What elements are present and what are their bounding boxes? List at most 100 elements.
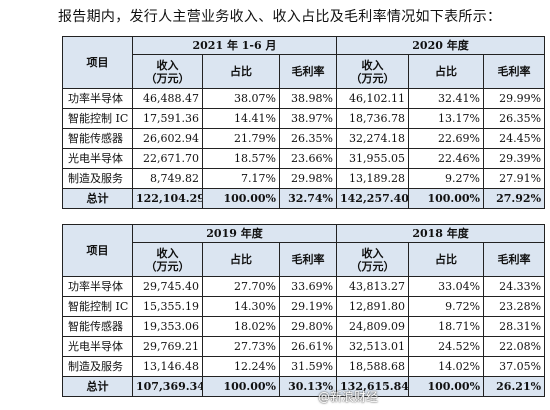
- margin-column-header: 毛利率: [278, 242, 338, 277]
- margin-cell: 37.05%: [483, 356, 546, 377]
- revenue-cell: 32,513.01: [336, 336, 410, 357]
- revenue-cell: 24,809.09: [336, 316, 410, 337]
- revenue-cell: 107,369.34: [132, 376, 203, 397]
- margin-cell: 30.13%: [278, 376, 338, 397]
- total-row: 总计 122,104.29 100.00% 32.74% 142,257.40 …: [62, 188, 546, 209]
- table-row: 智能控制 IC 17,591.36 14.41% 38.97% 18,736.7…: [62, 108, 546, 129]
- margin-cell: 26.21%: [483, 376, 546, 397]
- margin-cell: 31.59%: [278, 356, 338, 377]
- row-label: 光电半导体: [62, 336, 133, 357]
- margin-cell: 28.31%: [483, 316, 546, 337]
- table-row: 智能传感器 26,602.94 21.79% 26.35% 32,274.18 …: [62, 128, 546, 149]
- margin-cell: 22.08%: [483, 336, 546, 357]
- share-cell: 9.27%: [408, 168, 484, 189]
- revenue-cell: 46,102.11: [336, 88, 409, 109]
- share-cell: 7.17%: [202, 168, 280, 189]
- project-header: 项目: [62, 36, 133, 89]
- margin-cell: 29.98%: [279, 168, 337, 189]
- revenue-cell: 13,146.48: [132, 356, 203, 377]
- margin-column-header: 毛利率: [279, 54, 337, 89]
- revenue-cell: 22,671.70: [132, 148, 203, 169]
- table-row: 光电半导体 29,769.21 27.73% 26.61% 32,513.01 …: [62, 336, 546, 357]
- share-column-header: 占比: [408, 242, 485, 277]
- intro-paragraph: 报告期内，发行人主营业务收入、收入占比及毛利率情况如下表所示：: [58, 9, 502, 25]
- table-row: 功率半导体 46,488.47 38.07% 38.98% 46,102.11 …: [62, 88, 546, 109]
- share-cell: 14.02%: [408, 356, 485, 377]
- share-column-header: 占比: [408, 54, 484, 89]
- share-cell: 33.04%: [408, 276, 485, 297]
- margin-column-header: 毛利率: [482, 54, 546, 89]
- total-label: 总计: [62, 376, 133, 397]
- margin-cell: 38.98%: [279, 88, 337, 109]
- row-label: 光电半导体: [62, 148, 133, 169]
- revenue-cell: 15,355.19: [132, 296, 203, 317]
- margin-cell: 27.91%: [482, 168, 546, 189]
- revenue-cell: 31,955.05: [336, 148, 409, 169]
- revenue-cell: 46,488.47: [132, 88, 203, 109]
- margin-cell: 27.92%: [482, 188, 546, 209]
- project-header: 项目: [62, 224, 133, 277]
- share-cell: 18.02%: [202, 316, 280, 337]
- total-row: 总计 107,369.34 100.00% 30.13% 132,615.84 …: [62, 376, 546, 397]
- table-row: 光电半导体 22,671.70 18.57% 23.66% 31,955.05 …: [62, 148, 546, 169]
- table-row: 智能传感器 19,353.06 18.02% 29.80% 24,809.09 …: [62, 316, 546, 337]
- revenue-column-header: 收入 （万元）: [336, 54, 409, 89]
- share-cell: 12.24%: [202, 356, 280, 377]
- revenue-cell: 43,813.27: [336, 276, 410, 297]
- share-cell: 18.71%: [408, 316, 485, 337]
- margin-cell: 24.33%: [483, 276, 546, 297]
- margin-cell: 26.35%: [482, 108, 546, 129]
- table-row: 制造及服务 13,146.48 12.24% 31.59% 18,588.68 …: [62, 356, 546, 377]
- share-cell: 27.73%: [202, 336, 280, 357]
- margin-cell: 32.74%: [279, 188, 337, 209]
- share-cell: 100.00%: [202, 376, 280, 397]
- share-cell: 27.70%: [202, 276, 280, 297]
- share-cell: 100.00%: [408, 188, 484, 209]
- share-cell: 9.72%: [408, 296, 485, 317]
- share-column-header: 占比: [202, 242, 280, 277]
- revenue-cell: 32,274.18: [336, 128, 409, 149]
- margin-cell: 23.66%: [279, 148, 337, 169]
- margin-cell: 29.39%: [482, 148, 546, 169]
- period-header: 2018 年度: [336, 224, 546, 243]
- share-cell: 18.57%: [202, 148, 280, 169]
- table-row: 智能控制 IC 15,355.19 14.30% 29.19% 12,891.8…: [62, 296, 546, 317]
- revenue-cell: 142,257.40: [336, 188, 409, 209]
- margin-cell: 29.80%: [278, 316, 338, 337]
- revenue-cell: 29,769.21: [132, 336, 203, 357]
- share-cell: 14.41%: [202, 108, 280, 129]
- revenue-table-2021-2020: 项目 2021 年 1-6 月 2020 年度 收入 （万元） 占比 毛利率 收…: [62, 36, 546, 209]
- row-label: 功率半导体: [62, 276, 133, 297]
- period-header: 2019 年度: [131, 224, 338, 243]
- revenue-cell: 17,591.36: [132, 108, 203, 129]
- table-row: 功率半导体 29,745.40 27.70% 33.69% 43,813.27 …: [62, 276, 546, 297]
- share-column-header: 占比: [202, 54, 280, 89]
- row-label: 功率半导体: [62, 88, 133, 109]
- period-header: 2021 年 1-6 月: [132, 36, 337, 55]
- margin-column-header: 毛利率: [483, 242, 546, 277]
- revenue-cell: 18,588.68: [336, 356, 410, 377]
- period-header: 2020 年度: [335, 36, 546, 55]
- revenue-cell: 8,749.82: [132, 168, 203, 189]
- share-cell: 100.00%: [202, 188, 280, 209]
- share-cell: 24.52%: [408, 336, 485, 357]
- margin-cell: 38.97%: [279, 108, 337, 129]
- revenue-cell: 29,745.40: [132, 276, 203, 297]
- revenue-column-header: 收入 （万元）: [336, 242, 410, 277]
- row-label: 制造及服务: [62, 168, 133, 189]
- margin-cell: 26.35%: [279, 128, 337, 149]
- share-cell: 14.30%: [202, 296, 280, 317]
- share-cell: 21.79%: [202, 128, 280, 149]
- total-label: 总计: [62, 188, 133, 209]
- revenue-cell: 122,104.29: [132, 188, 203, 209]
- margin-cell: 26.61%: [278, 336, 338, 357]
- revenue-column-header: 收入 （万元）: [132, 54, 203, 89]
- revenue-cell: 18,736.78: [336, 108, 409, 129]
- share-cell: 22.46%: [408, 148, 484, 169]
- margin-cell: 24.45%: [482, 128, 546, 149]
- margin-cell: 33.69%: [278, 276, 338, 297]
- share-cell: 22.69%: [408, 128, 484, 149]
- revenue-cell: 19,353.06: [132, 316, 203, 337]
- revenue-cell: 13,189.28: [336, 168, 409, 189]
- row-label: 制造及服务: [62, 356, 133, 377]
